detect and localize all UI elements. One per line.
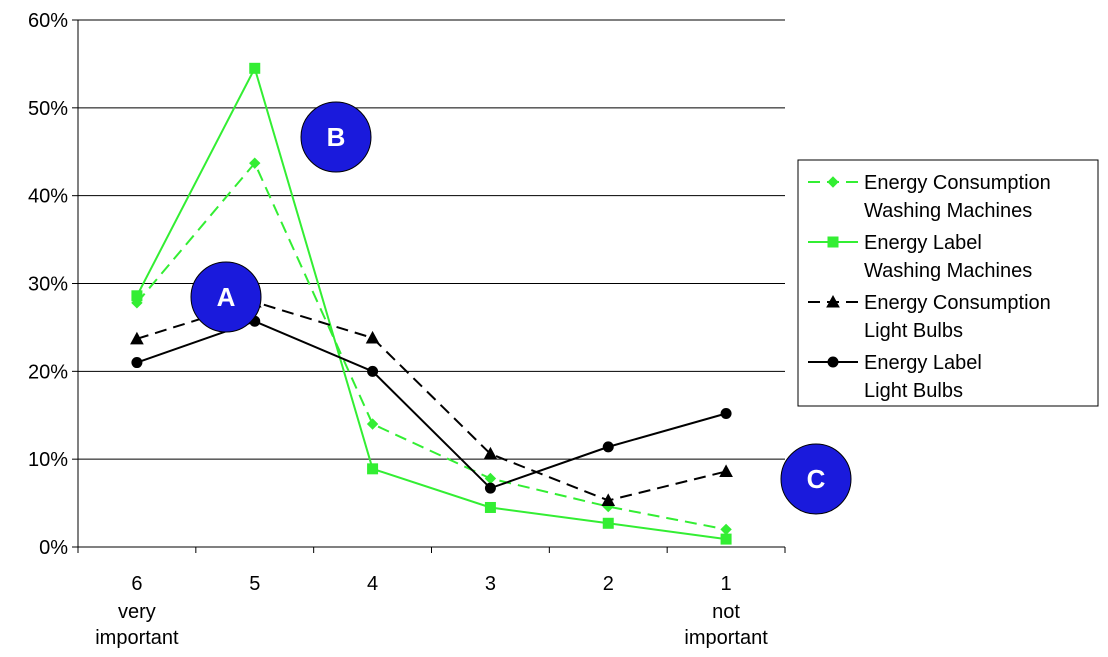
x-tick-label: 5: [249, 573, 260, 595]
x-tick-label: 3: [485, 573, 496, 595]
data-point-square: [827, 236, 839, 248]
series-lines: [130, 62, 733, 545]
series-line-4: [136, 320, 727, 490]
x-tick-label: 4: [367, 573, 378, 595]
data-point-circle: [484, 482, 496, 494]
x-tick-label: 2: [603, 573, 614, 595]
series-line-1: [136, 161, 727, 531]
data-point-triangle: [826, 294, 840, 308]
legend-label: Light Bulbs: [864, 380, 963, 402]
x-tick-label: 1: [721, 573, 732, 595]
legend-label: Energy Consumption: [864, 172, 1051, 194]
x-tick-label: 6: [131, 573, 142, 595]
data-point-square: [602, 517, 614, 529]
y-tick-label: 50%: [28, 98, 68, 120]
data-point-triangle: [130, 331, 144, 345]
data-point-diamond: [827, 176, 839, 188]
data-point-circle: [720, 407, 732, 419]
data-point-diamond: [249, 157, 261, 169]
y-tick-label: 10%: [28, 449, 68, 471]
y-tick-label: 30%: [28, 274, 68, 296]
callouts: A B C: [190, 101, 852, 515]
callout-label-b: B: [327, 122, 346, 152]
data-point-circle: [367, 365, 379, 377]
legend-label: Energy Label: [864, 232, 982, 254]
data-point-diamond: [366, 418, 379, 430]
legend-label: Energy Consumption: [864, 292, 1051, 314]
data-point-square: [367, 463, 379, 475]
data-point-triangle: [601, 493, 616, 506]
x-tick-sublabel: very: [118, 601, 156, 623]
axes: 0% 10% 20% 30% 40% 50% 60% 6 very important 5 4 3 2 1 n…: [28, 10, 786, 649]
legend-box: [797, 159, 1099, 407]
data-point-square: [131, 290, 143, 302]
y-tick-label: 60%: [28, 10, 68, 32]
x-tick-sublabel: important: [684, 627, 768, 649]
data-point-circle: [827, 356, 839, 368]
data-point-square: [249, 62, 261, 74]
series-line-2: [136, 65, 727, 541]
data-point-triangle: [483, 446, 498, 460]
legend: Energy Consumption Washing Machines Energy…: [797, 159, 1099, 407]
data-point-diamond: [484, 472, 497, 485]
callout-label-a: A: [217, 282, 236, 312]
callout-circle-b: [300, 101, 372, 173]
gridlines: [78, 19, 785, 460]
callout-circle-a: [190, 261, 262, 333]
x-tick-sublabel: important: [95, 627, 179, 649]
data-point-triangle: [365, 330, 380, 344]
y-tick-label: 0%: [39, 537, 68, 559]
callout-circle-c: [780, 443, 852, 515]
legend-label: Energy Label: [864, 352, 982, 374]
data-point-circle: [602, 441, 614, 453]
callout-label-c: C: [807, 464, 826, 494]
data-point-diamond: [720, 523, 732, 536]
legend-label: Washing Machines: [864, 200, 1032, 222]
legend-label: Washing Machines: [864, 260, 1032, 282]
x-tick-sublabel: not: [712, 601, 740, 623]
y-tick-label: 40%: [28, 186, 68, 208]
data-point-square: [484, 501, 496, 513]
y-tick-label: 20%: [28, 361, 68, 383]
data-point-square: [720, 533, 732, 545]
legend-label: Light Bulbs: [864, 320, 963, 342]
data-point-circle: [131, 357, 143, 369]
data-point-triangle: [719, 464, 733, 477]
